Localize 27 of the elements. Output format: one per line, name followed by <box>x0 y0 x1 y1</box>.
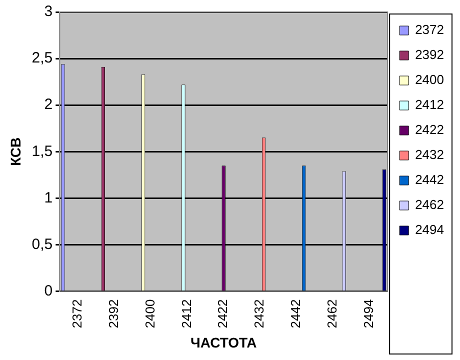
legend-label: 2412 <box>415 97 444 112</box>
y-tick-label: 0 <box>44 282 53 300</box>
legend-label: 2422 <box>415 122 444 138</box>
legend-label: 2392 <box>415 47 444 62</box>
x-tick-label: 2422 <box>215 299 230 328</box>
y-tick-label: 2,5 <box>32 50 53 67</box>
y-tick-label: 1,5 <box>32 142 53 160</box>
legend-label: 2442 <box>415 172 444 188</box>
legend-label: 2462 <box>415 197 444 212</box>
legend-label: 2400 <box>415 72 444 88</box>
y-tick-label: 1 <box>44 189 53 206</box>
legend-label: 2494 <box>415 222 444 238</box>
x-tick-label: 2392 <box>106 299 121 328</box>
x-tick-label: 2400 <box>142 299 158 328</box>
legend-label: 2372 <box>415 22 444 38</box>
y-tick-label: 2 <box>44 96 53 114</box>
x-tick-label: 2432 <box>252 299 267 328</box>
x-tick-label: 2442 <box>288 299 304 328</box>
x-tick-label: 2372 <box>69 299 84 328</box>
x-tick-label: 2462 <box>324 299 340 328</box>
y-axis-title: КСВ <box>7 137 24 166</box>
y-tick-label: 0,5 <box>32 236 53 253</box>
y-tick-label: 3 <box>44 3 53 20</box>
x-axis-title: ЧАСТОТА <box>190 334 257 350</box>
x-tick-label: 2494 <box>360 299 376 328</box>
legend-label: 2432 <box>415 147 444 162</box>
x-tick-label: 2412 <box>178 299 194 328</box>
